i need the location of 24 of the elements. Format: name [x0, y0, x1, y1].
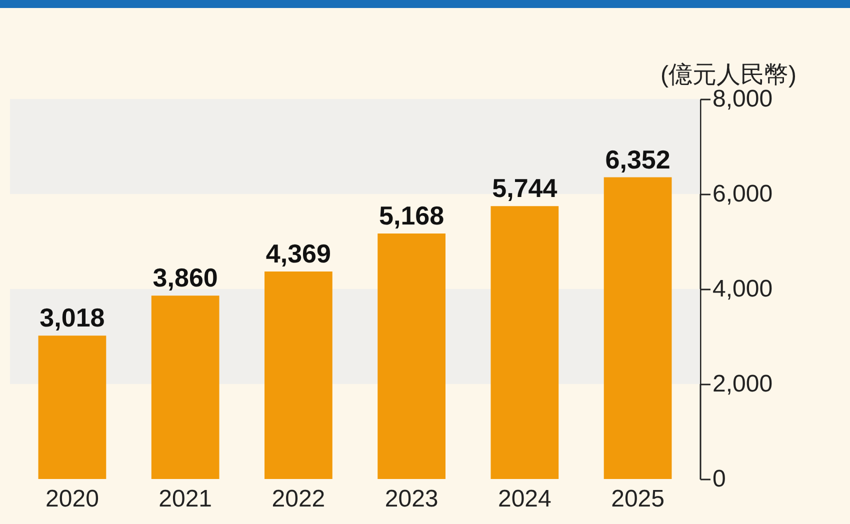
- bar: [378, 234, 446, 479]
- y-tick-label: 8,000: [712, 86, 773, 112]
- x-tick-label: 2020: [46, 486, 99, 512]
- data-label: 3,860: [152, 262, 218, 293]
- bar: [264, 271, 332, 479]
- data-label: 5,744: [492, 173, 558, 204]
- x-tick-label: 2022: [272, 486, 326, 512]
- y-tick-label: 0: [712, 466, 726, 492]
- y-tick-label: 2,000: [712, 370, 773, 398]
- bar: [604, 177, 672, 479]
- x-tick-label: 2024: [498, 486, 552, 512]
- y-tick-label: 4,000: [712, 276, 773, 302]
- y-axis-title: (億元人民幣): [660, 62, 796, 88]
- bar: [38, 336, 106, 479]
- x-tick-label: 2025: [611, 486, 664, 512]
- x-tick-label: 2023: [384, 486, 438, 512]
- data-label: 4,369: [266, 238, 331, 268]
- data-label: 3,018: [40, 302, 105, 333]
- x-tick-label: 2021: [158, 486, 212, 512]
- data-label: 6,352: [605, 144, 670, 174]
- bar: [151, 296, 220, 479]
- bar: [490, 206, 559, 479]
- y-tick-label: 6,000: [712, 180, 773, 208]
- data-label: 5,168: [379, 200, 444, 231]
